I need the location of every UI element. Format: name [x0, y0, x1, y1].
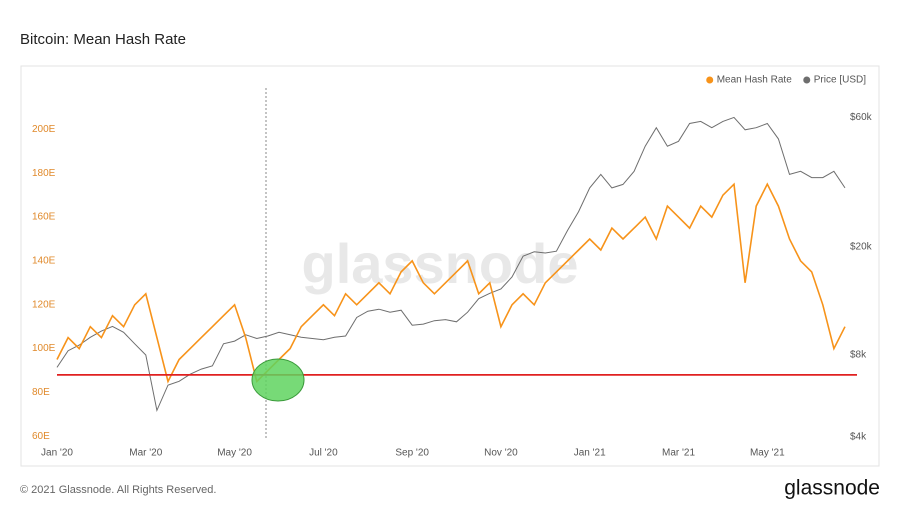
- legend-label: Mean Hash Rate: [717, 75, 792, 86]
- highlight-circle: [251, 358, 305, 402]
- x-tick-label: Nov '20: [484, 448, 518, 459]
- y-tick-label: 160E: [32, 212, 56, 223]
- footer: © 2021 Glassnode. All Rights Reserved.: [20, 484, 216, 496]
- legend-label: Price [USD]: [814, 75, 866, 86]
- x-tick-label: Sep '20: [395, 448, 429, 459]
- plot: 60E 80E 100E 120E 140E 160E 180E 200E $4k $8k $20k…: [32, 75, 873, 459]
- y-tick-label: 180E: [32, 168, 56, 179]
- chart-title: Bitcoin: Mean Hash Rate: [20, 31, 186, 48]
- y2-tick-label: $4k: [850, 431, 867, 442]
- x-tick-label: Jan '21: [574, 448, 606, 459]
- y-tick-label: 120E: [32, 299, 56, 310]
- chart-frame: [20, 65, 880, 467]
- legend-swatch: [803, 76, 811, 84]
- x-tick-label: May '20: [217, 448, 252, 459]
- x-tick-label: Mar '20: [129, 448, 162, 459]
- y-tick-label: 200E: [32, 124, 56, 135]
- y-tick-label: 140E: [32, 256, 56, 267]
- y2-tick-label: $8k: [850, 350, 867, 361]
- x-tick-label: May '21: [750, 448, 785, 459]
- legend-swatch: [706, 76, 714, 84]
- x-tick-label: Jul '20: [309, 448, 338, 459]
- y-tick-label: 80E: [32, 387, 50, 398]
- y2-tick-label: $60k: [850, 112, 873, 123]
- x-tick-label: Mar '21: [662, 448, 695, 459]
- y2-tick-label: $20k: [850, 242, 873, 253]
- watermark: glassnode: [302, 232, 579, 295]
- x-tick-label: Jan '20: [41, 448, 73, 459]
- series-line: [56, 182, 846, 384]
- y-tick-label: 60E: [32, 431, 50, 442]
- brand-logo: glassnode: [784, 477, 880, 500]
- y-tick-label: 100E: [32, 343, 56, 354]
